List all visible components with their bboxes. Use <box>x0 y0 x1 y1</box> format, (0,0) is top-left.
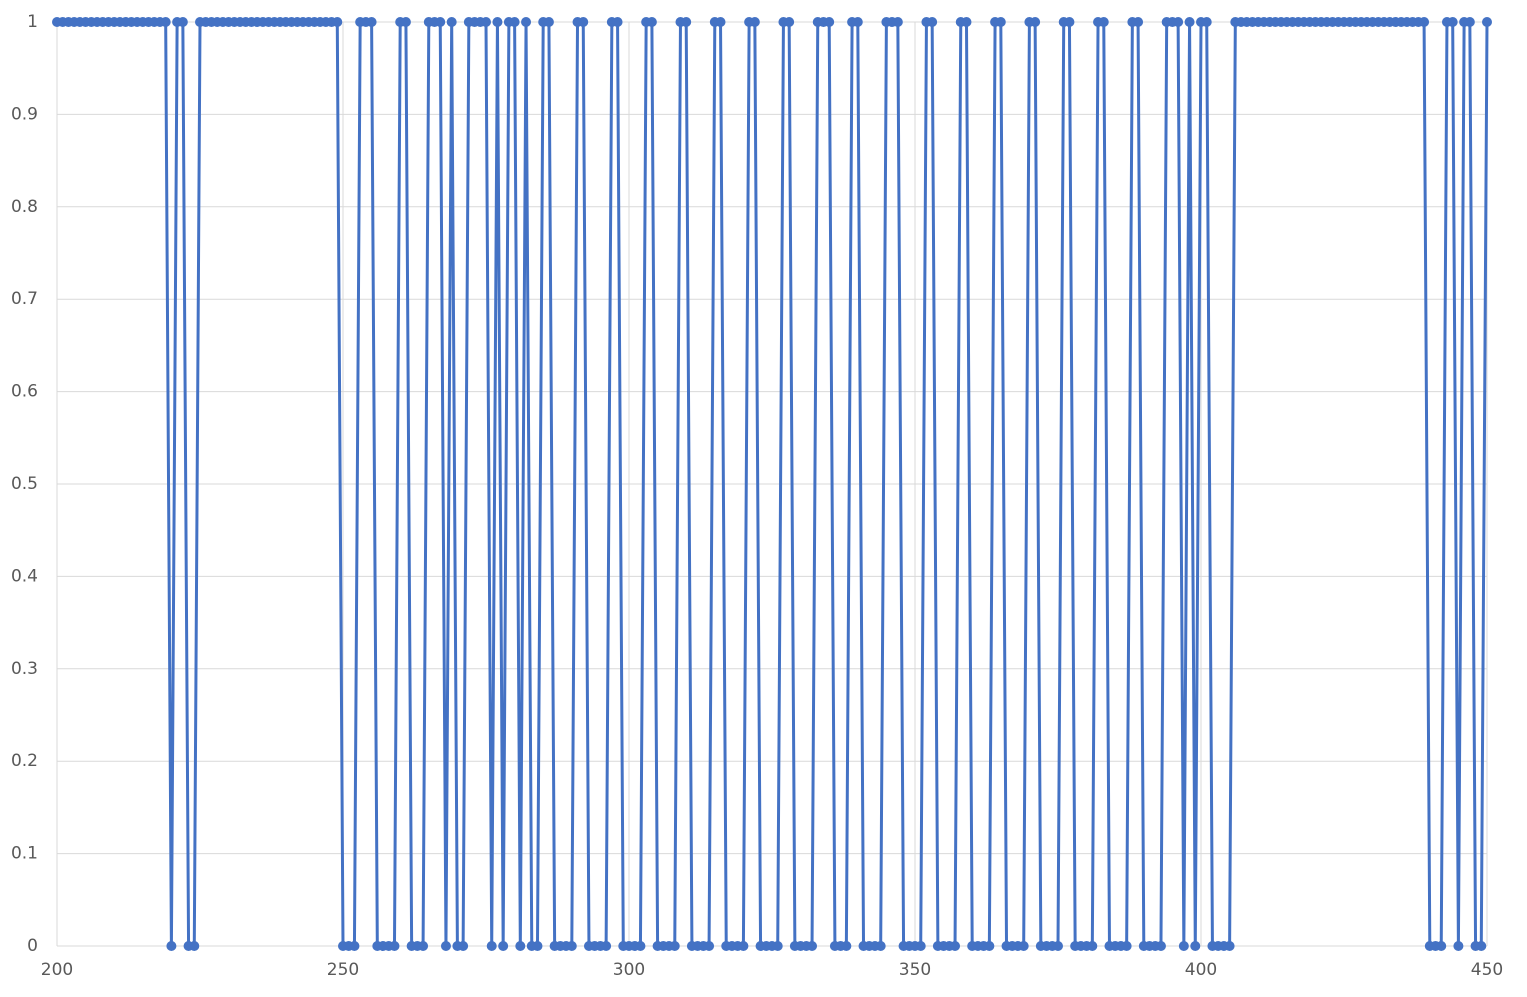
marker <box>458 941 469 951</box>
marker <box>492 17 503 27</box>
marker <box>749 17 760 27</box>
x-tick-label: 200 <box>41 960 73 980</box>
marker <box>772 941 783 951</box>
y-tick-label: 0.7 <box>11 289 38 309</box>
marker <box>1155 941 1166 951</box>
marker <box>950 941 961 951</box>
marker <box>1201 17 1212 27</box>
marker <box>543 17 554 27</box>
marker <box>738 941 749 951</box>
marker <box>1098 17 1109 27</box>
x-tick-label: 450 <box>1471 960 1503 980</box>
marker <box>366 17 377 27</box>
y-tick-label: 0.9 <box>11 104 38 124</box>
marker <box>1173 17 1184 27</box>
x-tick-label: 400 <box>1185 960 1217 980</box>
marker <box>715 17 726 27</box>
y-tick-label: 0.8 <box>11 197 38 217</box>
y-tick-label: 0.5 <box>11 474 38 494</box>
x-tick-label: 250 <box>327 960 359 980</box>
marker <box>681 17 692 27</box>
marker <box>566 941 577 951</box>
marker <box>875 941 886 951</box>
y-tick-label: 0.4 <box>11 566 38 586</box>
marker <box>166 941 177 951</box>
marker <box>1482 17 1492 27</box>
x-tick-label: 350 <box>899 960 931 980</box>
marker <box>824 17 835 27</box>
marker <box>807 941 818 951</box>
marker <box>332 17 343 27</box>
marker <box>1447 17 1458 27</box>
marker <box>704 941 715 951</box>
marker <box>915 941 926 951</box>
marker <box>498 941 509 951</box>
marker <box>1184 17 1195 27</box>
marker <box>927 17 938 27</box>
marker <box>1178 941 1189 951</box>
marker <box>841 941 852 951</box>
marker <box>995 17 1006 27</box>
marker <box>1121 941 1132 951</box>
marker <box>1436 941 1447 951</box>
marker <box>515 941 526 951</box>
marker <box>509 17 520 27</box>
marker <box>1419 17 1430 27</box>
marker <box>486 941 497 951</box>
marker <box>160 17 171 27</box>
marker <box>532 941 543 951</box>
marker <box>1190 941 1201 951</box>
marker <box>435 17 446 27</box>
marker <box>1453 941 1464 951</box>
marker <box>612 17 623 27</box>
marker <box>440 941 451 951</box>
marker <box>1464 17 1475 27</box>
y-tick-label: 0.6 <box>11 382 38 402</box>
marker <box>1064 17 1075 27</box>
marker <box>189 941 200 951</box>
marker <box>1053 941 1063 951</box>
marker <box>784 17 795 27</box>
y-tick-label: 0.2 <box>11 751 38 771</box>
marker <box>635 941 646 951</box>
marker <box>521 17 532 27</box>
marker <box>646 17 657 27</box>
y-tick-label: 0.3 <box>11 659 38 679</box>
marker <box>669 941 680 951</box>
marker <box>446 17 457 27</box>
x-tick-label: 300 <box>613 960 645 980</box>
marker <box>601 941 612 951</box>
marker <box>349 941 360 951</box>
marker <box>852 17 863 27</box>
marker <box>481 17 491 27</box>
marker <box>1224 941 1235 951</box>
marker <box>1476 941 1487 951</box>
marker <box>177 17 188 27</box>
y-tick-label: 0.1 <box>11 844 38 864</box>
marker <box>1087 941 1098 951</box>
marker <box>578 17 589 27</box>
marker <box>984 941 995 951</box>
marker <box>1018 941 1029 951</box>
marker <box>1133 17 1144 27</box>
marker <box>400 17 411 27</box>
y-tick-label: 1 <box>27 12 38 32</box>
marker <box>1030 17 1041 27</box>
marker <box>892 17 903 27</box>
marker <box>961 17 972 27</box>
marker <box>389 941 400 951</box>
y-tick-label: 0 <box>27 936 38 956</box>
marker <box>418 941 429 951</box>
